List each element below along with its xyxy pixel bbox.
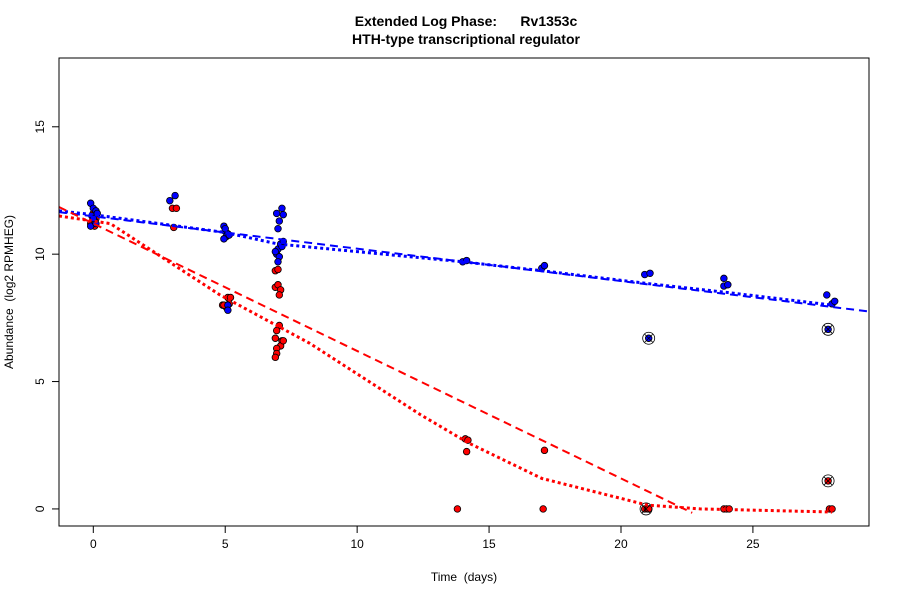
blue-outlier-cross <box>823 325 833 334</box>
blue-outlier-cross <box>644 333 653 343</box>
blue-data-point <box>823 291 831 299</box>
chart-title: Extended Log Phase: Rv1353c <box>355 13 578 29</box>
red-data-point <box>540 446 549 455</box>
red-outlier-cross <box>641 504 651 514</box>
red-data-point <box>539 505 547 513</box>
chart-subtitle: HTH-type transcriptional regulator <box>352 31 580 47</box>
blue-data-point <box>224 306 232 314</box>
y-tick-label: 0 <box>33 505 47 512</box>
blue-data-point <box>831 297 839 305</box>
y-tick-label: 15 <box>33 120 47 134</box>
blue-outlier-circle <box>821 322 835 336</box>
blue-data-point <box>275 217 284 225</box>
red-data-point <box>271 353 280 362</box>
blue-data-point <box>274 224 282 233</box>
red-data-point <box>275 291 284 299</box>
red-data-point <box>462 447 471 456</box>
blue-loess-fit-line <box>59 209 833 307</box>
blue-data-point <box>220 235 228 243</box>
red-data-point <box>172 204 181 213</box>
y-axis-label: Abundance (log2 RPMHEG) <box>2 215 16 369</box>
axes: 0 5 10 15 20 25 0 5 10 15 <box>33 120 760 551</box>
blue-data-point <box>272 209 281 218</box>
red-outlier-circle <box>821 474 835 488</box>
red-data-point <box>279 337 287 345</box>
blue-data-point <box>171 191 179 200</box>
blue-data-point <box>166 196 174 205</box>
blue-data-point <box>278 204 286 213</box>
red-data-point <box>453 505 462 513</box>
blue-data-point <box>271 247 280 256</box>
blue-data-point <box>221 224 229 233</box>
blue-data-point <box>279 210 287 219</box>
x-tick-label: 20 <box>614 537 628 551</box>
y-tick-label: 5 <box>33 378 47 385</box>
blue-data-point <box>720 274 728 283</box>
blue-data-point <box>540 261 549 270</box>
plot-frame <box>58 57 870 527</box>
blue-outlier-circle <box>642 331 656 345</box>
blue-data-point <box>646 269 654 277</box>
red-data-point <box>274 265 282 274</box>
x-tick-label: 15 <box>482 537 496 551</box>
plot-marks <box>59 191 869 516</box>
blue-data-point <box>274 258 282 266</box>
x-axis-label: Time (days) <box>431 570 497 584</box>
x-tick-label: 5 <box>222 537 229 551</box>
x-tick-label: 10 <box>350 537 364 551</box>
red-outlier-circle <box>639 502 653 516</box>
red-data-point <box>272 326 281 335</box>
x-tick-label: 25 <box>746 537 760 551</box>
blue-data-point <box>724 281 732 289</box>
red-outlier-cross <box>823 476 833 486</box>
y-tick-label: 10 <box>33 247 47 261</box>
x-tick-label: 0 <box>90 537 97 551</box>
red-data-point <box>271 334 280 342</box>
red-loess-fit-line <box>59 214 833 514</box>
